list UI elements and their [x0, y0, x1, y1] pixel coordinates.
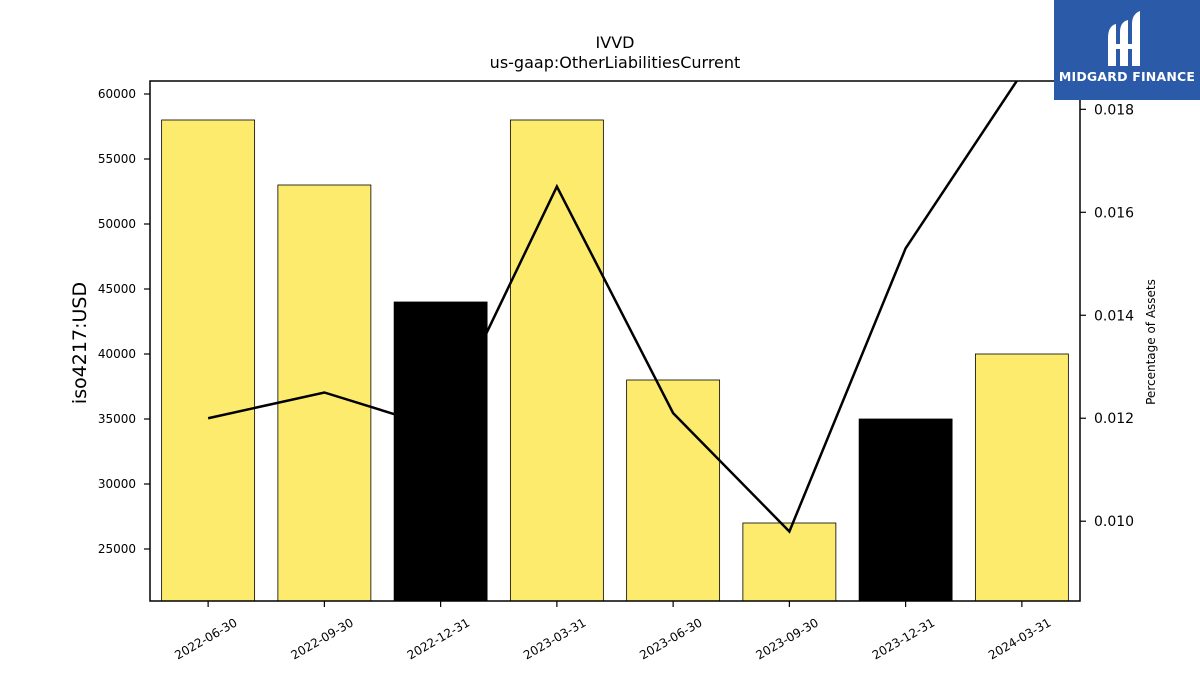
plot-frame — [149, 80, 1081, 602]
x-axis: 2022-06-30 2022-09-30 2022-12-31 2023-03-31… — [172, 601, 1053, 662]
x-tick-label-2023-12-31: 2023-12-31 — [870, 615, 937, 662]
y2-tick-label-0.014: 0.014 — [1094, 308, 1134, 324]
midgard-logo-icon — [1108, 11, 1140, 66]
x-tick-label-2022-09-30: 2022-09-30 — [288, 615, 355, 662]
y-tick-label-35000: 35000 — [98, 412, 136, 426]
percentage-line — [207, 81, 1019, 534]
bar-2023-12-31 — [858, 418, 953, 602]
y-tick-label-30000: 30000 — [98, 477, 136, 491]
y-tick-label-45000: 45000 — [98, 282, 136, 296]
y2-axis-label: Percentage of Assets — [1144, 279, 1158, 405]
bar-2023-06-30 — [626, 379, 721, 602]
logo-text: MIDGARD FINANCE — [1058, 69, 1196, 84]
y2-tick-label-0.016: 0.016 — [1094, 205, 1134, 221]
bar-2022-12-31 — [393, 301, 488, 602]
bar-2023-03-31 — [509, 119, 604, 602]
x-tick-label-2023-09-30: 2023-09-30 — [753, 615, 820, 662]
bars-group — [161, 119, 1069, 602]
y2-tick-label-0.012: 0.012 — [1094, 411, 1134, 427]
x-tick-label-2022-12-31: 2022-12-31 — [405, 615, 472, 662]
y-axis-label: iso4217:USD — [69, 282, 91, 404]
y-axis-right: 0.010 0.012 0.014 0.016 0.018 — [1080, 102, 1134, 530]
x-tick-label-2022-06-30: 2022-06-30 — [172, 615, 239, 662]
chart-subtitle: us-gaap:OtherLiabilitiesCurrent — [490, 53, 741, 72]
bar-2022-06-30 — [161, 119, 256, 602]
y-tick-label-60000: 60000 — [98, 87, 136, 101]
bar-2023-09-30 — [742, 522, 837, 602]
bar-2024-03-31 — [974, 353, 1069, 602]
x-tick-label-2023-03-31: 2023-03-31 — [521, 615, 588, 662]
y2-tick-label-0.01: 0.010 — [1094, 514, 1134, 530]
y-tick-label-40000: 40000 — [98, 347, 136, 361]
y-tick-label-25000: 25000 — [98, 542, 136, 556]
x-tick-label-2024-03-31: 2024-03-31 — [986, 615, 1053, 662]
chart-title: IVVD — [596, 33, 635, 52]
y-axis-left: 25000 30000 35000 40000 45000 50000 55000 60000 — [98, 87, 150, 556]
y2-tick-label-0.018: 0.018 — [1094, 102, 1134, 118]
x-tick-label-2023-06-30: 2023-06-30 — [637, 615, 704, 662]
midgard-finance-logo: MIDGARD FINANCE — [1054, 0, 1200, 100]
y-tick-label-50000: 50000 — [98, 217, 136, 231]
y-tick-label-55000: 55000 — [98, 152, 136, 166]
